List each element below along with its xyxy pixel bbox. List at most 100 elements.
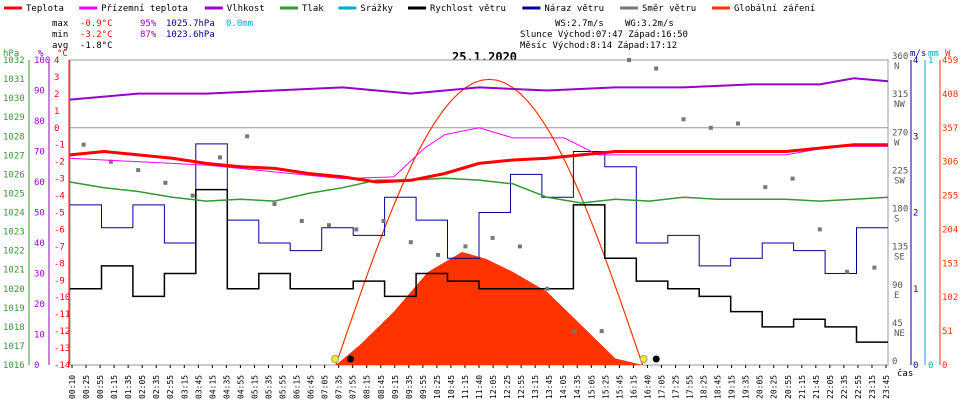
x-tick-label-20: 07:55 (349, 375, 358, 399)
wind-dir-point-6 (245, 134, 250, 139)
pressure-line (69, 177, 889, 204)
x-tick-label-14: 05:35 (265, 375, 274, 399)
c-unit: °C (57, 49, 68, 59)
x-tick-label-21: 08:15 (363, 375, 372, 399)
wind-gust-line (70, 143, 888, 274)
x-tick-label-41: 16:40 (643, 375, 652, 399)
wind-dir-point-25 (763, 185, 768, 190)
hpa-tick-11: 1027 (3, 151, 25, 161)
wind-dir-point-10 (354, 227, 359, 232)
ms-tick-0: 0 (913, 361, 918, 371)
x-tick-label-13: 05:15 (250, 375, 259, 399)
dir-label-0: N (894, 62, 899, 72)
legend-label-4: Srážky (360, 4, 393, 14)
pct-tick-3: 30 (34, 270, 45, 280)
info-block: WS:2.7m/s WG:3.2m/s Slunce Východ:07:47 … (520, 19, 688, 51)
x-tick-label-53: 21:45 (812, 375, 821, 399)
x-tick-label-1: 00:25 (82, 375, 91, 399)
c-tick-3: -11 (54, 310, 70, 320)
c-tick-16: 2 (54, 90, 59, 100)
hpa-tick-1: 1017 (3, 342, 25, 352)
c-tick-13: -1 (54, 141, 65, 151)
w-tick-9: 459 (942, 56, 958, 66)
x-tick-label-32: 12:55 (517, 375, 526, 399)
dir-label-6: E (894, 291, 899, 301)
wind-dir-point-26 (790, 176, 795, 181)
hpa-unit: hPa (3, 49, 19, 59)
pct-tick-4: 40 (34, 239, 45, 249)
stat-max-label: max (52, 19, 69, 29)
w-unit: W (945, 49, 951, 59)
sunrise-icon (331, 355, 340, 363)
wind-dir-point-28 (845, 269, 850, 274)
radiation-area (335, 252, 643, 365)
x-tick-label-56: 22:55 (854, 375, 863, 399)
x-tick-label-44: 17:55 (686, 375, 695, 399)
stat-avg-label: avg (52, 41, 68, 51)
wind-dir-point-5 (218, 155, 222, 160)
dir-tick-4: 180 (892, 205, 908, 215)
x-tick-label-39: 15:45 (615, 375, 624, 399)
w-tick-4: 204 (942, 225, 958, 235)
left-axes: 1016101710181019102010211022102310241025… (3, 56, 70, 371)
radiation-clear-sky-curve (335, 78, 644, 366)
stats-block: max -0.9°C 95% 1025.7hPa 0.0mm min -3.2°… (52, 19, 253, 51)
dir-tick-2: 270 (892, 128, 908, 138)
wind-dir-point-9 (327, 223, 331, 228)
x-tick-label-36: 14:35 (573, 375, 582, 399)
info-moon: Měsíc Východ:8:14 Západ:17:12 (520, 41, 677, 51)
x-tick-label-24: 09:35 (405, 375, 414, 399)
pct-tick-2: 20 (34, 300, 45, 310)
x-tick-label-28: 11:15 (461, 375, 470, 399)
pct-tick-9: 90 (34, 87, 45, 97)
legend-label-2: Vlhkost (227, 4, 265, 14)
ms-tick-4: 4 (913, 56, 918, 66)
c-tick-12: -2 (54, 158, 65, 168)
x-tick-label-42: 17:05 (657, 375, 666, 399)
hpa-tick-15: 1031 (3, 75, 25, 85)
temperature-line (69, 143, 888, 184)
x-tick-label-31: 12:25 (503, 375, 512, 399)
info-ws: WS:2.7m/s (555, 19, 604, 29)
hpa-tick-3: 1019 (3, 304, 25, 314)
dir-label-7: NE (894, 329, 905, 339)
pct-tick-1: 10 (34, 331, 45, 341)
x-tick-label-33: 13:15 (531, 375, 540, 399)
c-tick-2: -12 (54, 327, 70, 337)
dir-tick-6: 90 (892, 281, 903, 291)
ms-tick-1: 1 (913, 285, 918, 295)
dir-tick-3: 225 (892, 166, 908, 176)
x-tick-label-35: 14:05 (559, 375, 568, 399)
stat-rain: 0.0mm (226, 19, 253, 29)
c-tick-6: -8 (54, 259, 65, 269)
hpa-tick-9: 1025 (3, 189, 25, 199)
x-tick-label-5: 02:05 (138, 375, 147, 399)
x-tick-label-38: 15:25 (601, 375, 610, 399)
stat-max-hum: 95% (140, 19, 157, 29)
wind-dir-point-22 (681, 117, 686, 122)
stat-max-press: 1025.7hPa (166, 19, 215, 29)
pct-tick-7: 70 (34, 148, 45, 158)
mm-tick-1: 1 (928, 56, 933, 66)
stat-min-press: 1023.6hPa (166, 30, 215, 40)
ground-temp-line (69, 127, 888, 180)
dir-tick-1: 315 (892, 90, 908, 100)
plot-area (69, 58, 889, 366)
wind-dir-point-7 (272, 202, 277, 206)
x-tick-label-57: 23:15 (868, 375, 877, 399)
pct-unit: % (38, 49, 44, 59)
x-tick-label-0: 00:10 (68, 375, 77, 399)
pct-tick-8: 80 (34, 117, 45, 127)
x-tick-label-50: 20:25 (770, 375, 779, 399)
wind-dir-point-3 (163, 180, 168, 185)
ms-tick-3: 3 (913, 132, 918, 142)
c-tick-17: 3 (54, 73, 59, 83)
pct-tick-6: 60 (34, 178, 45, 188)
wind-dir-point-4 (190, 193, 195, 198)
w-tick-3: 153 (942, 259, 958, 269)
stat-min-label: min (52, 30, 68, 40)
wind-dir-point-14 (463, 244, 468, 249)
legend-label-8: Globální záření (734, 4, 815, 14)
c-tick-9: -5 (54, 209, 65, 219)
dir-label-5: SE (894, 253, 905, 263)
